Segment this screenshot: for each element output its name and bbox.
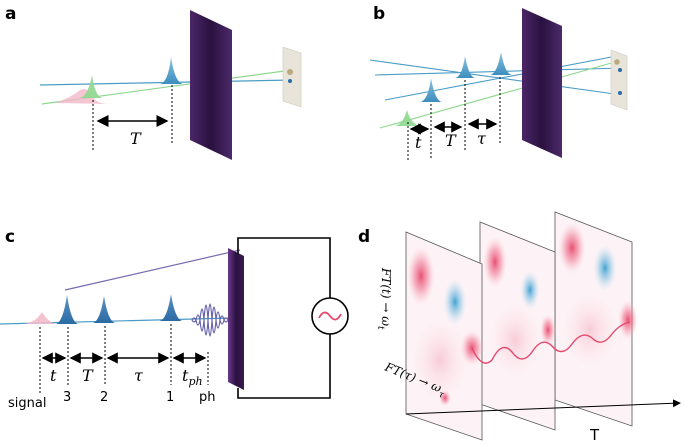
- peak-blue: [520, 270, 540, 310]
- peak-red: [540, 314, 556, 346]
- pulse-label-signal: signal: [8, 396, 46, 411]
- t-axis: [405, 399, 681, 415]
- peak-red: [407, 246, 435, 306]
- detector-card-icon: [610, 49, 628, 111]
- spectrum-plane-1: [405, 231, 484, 441]
- detector-spot: [288, 79, 292, 83]
- signal-pulse: [55, 89, 110, 104]
- green-pulse: [80, 75, 102, 98]
- peak-blue: [593, 244, 617, 292]
- panel-d: d FT(t): [358, 211, 681, 444]
- blue-pulse-3: [420, 78, 442, 102]
- blue-pulse-2: [455, 56, 475, 78]
- peak-red: [558, 222, 586, 274]
- detector-spot: [614, 59, 620, 65]
- panel-b-label: b: [373, 4, 385, 24]
- t-axis-label: T: [589, 426, 600, 444]
- delay-label-tau: τ: [134, 366, 144, 385]
- pulse-label-3: 3: [63, 390, 71, 405]
- spectrum-plane-3: [554, 211, 638, 427]
- sample-plate-icon: [228, 248, 244, 390]
- signal-pulse: [24, 312, 56, 324]
- ph-oscillation: [191, 318, 229, 337]
- peak-blue: [443, 278, 467, 326]
- panel-c-label: c: [5, 227, 15, 247]
- pulse-label-2: 2: [100, 390, 108, 405]
- pulse-label-ph: ph: [199, 390, 216, 405]
- wash: [560, 290, 620, 370]
- tph-sub: ph: [188, 375, 202, 388]
- green-pulse: [395, 110, 420, 126]
- y-axis-label: FT(t) → ωt: [375, 267, 393, 330]
- delay-label-tau: τ: [477, 129, 487, 148]
- y-axis-main: FT(t) → ω: [379, 267, 393, 326]
- wash: [487, 300, 543, 380]
- blue-pulse: [160, 57, 183, 84]
- detector-card-icon: [282, 46, 302, 108]
- x-axis-sub: τ: [437, 390, 446, 402]
- signal-beam: [379, 59, 623, 129]
- delay-label-T: T: [445, 131, 457, 150]
- pump-beam-3: [384, 54, 623, 101]
- sample-plate-icon: [522, 8, 562, 158]
- spectrum-plane-2: [479, 221, 556, 431]
- detector-spot: [287, 69, 293, 75]
- wash: [410, 316, 470, 404]
- circuit-wire-bottom: [237, 334, 331, 399]
- sample-plate-icon: [190, 10, 232, 160]
- blue-pulse-1: [490, 52, 512, 75]
- panel-a-label: a: [5, 4, 16, 24]
- upper-beam: [64, 249, 241, 291]
- tph-main: t: [182, 366, 189, 385]
- detector-spot: [618, 68, 622, 72]
- peak-red: [618, 300, 638, 340]
- pump-beam-1: [369, 59, 623, 96]
- delay-label-t: t: [415, 133, 422, 152]
- peak-red: [439, 390, 451, 406]
- pulse-3: [56, 295, 78, 324]
- panel-b: b t T τ: [369, 4, 628, 160]
- peak-red: [483, 236, 507, 288]
- delay-label-T: T: [130, 129, 142, 148]
- pulse-label-1: 1: [166, 390, 174, 405]
- delay-label-T: T: [82, 366, 94, 385]
- pulse-1: [160, 294, 182, 321]
- y-axis-sub: t: [375, 326, 385, 330]
- pulse-2: [93, 296, 115, 323]
- detector-spot: [618, 91, 622, 95]
- panel-a: a T: [5, 4, 302, 160]
- coherence-oscillation: [471, 321, 631, 364]
- delay-label-tph: tph: [182, 366, 203, 388]
- circuit-wire-top: [237, 237, 331, 298]
- ph-oscillation: [191, 303, 229, 322]
- ac-wave-glyph: [318, 311, 342, 321]
- delay-label-t: t: [50, 366, 57, 385]
- panel-d-label: d: [358, 227, 370, 247]
- panel-c: c t T τ tph signal 3 2: [0, 227, 349, 411]
